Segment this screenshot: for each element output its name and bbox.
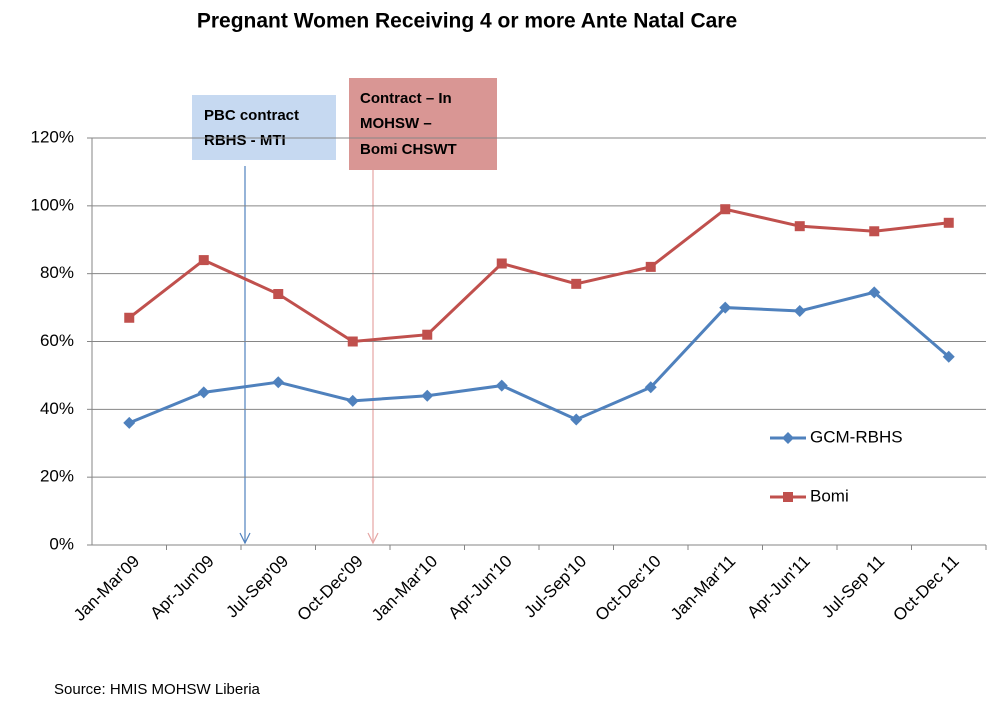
y-tick-label: 80% (40, 263, 74, 282)
x-tick-label: Jul-Sep'10 (520, 552, 590, 622)
annotation-text: RBHS - MTI (204, 132, 286, 149)
x-tick-label: Apr-Jun'10 (445, 552, 516, 623)
point (571, 278, 582, 289)
arrow-head (239, 532, 251, 545)
annotation-text: PBC contract (204, 107, 299, 124)
point (793, 304, 806, 317)
point (720, 204, 731, 215)
y-tick-label: 40% (40, 399, 74, 418)
point (943, 217, 954, 228)
annotation-1: PBC contract RBHS - MTI (192, 95, 336, 545)
legend-label: Bomi (810, 486, 849, 505)
point (570, 413, 583, 426)
point (421, 389, 434, 402)
point (495, 379, 508, 392)
point (272, 376, 285, 389)
annotation-text: Contract – In (360, 90, 452, 107)
x-tick-label: Apr-Jun'11 (743, 552, 813, 622)
x-tick-label: Jan-Mar'10 (368, 552, 441, 625)
y-tick-label: 120% (31, 127, 74, 146)
point (794, 221, 805, 232)
point (645, 261, 656, 272)
annotation-text: MOHSW – (360, 115, 432, 132)
arrow-head (367, 532, 379, 545)
x-tick-label: Jul-Sep'09 (222, 552, 292, 622)
point (347, 336, 358, 347)
point (123, 416, 136, 429)
source-note: Source: HMIS MOHSW Liberia (54, 681, 261, 698)
series-line (128, 290, 950, 425)
annotation-box (349, 78, 497, 170)
x-tick-label: Jan-Mar'11 (667, 552, 739, 624)
x-tick-label: Apr-Jun'09 (147, 552, 218, 623)
point (719, 301, 732, 314)
x-tick-label: Jan-Mar'09 (70, 552, 143, 625)
grid (92, 137, 986, 546)
point (422, 329, 433, 340)
y-tick-label: 100% (31, 195, 74, 214)
y-tick-label: 0% (49, 534, 74, 553)
y-tick-label: 60% (40, 331, 74, 350)
point (783, 492, 793, 502)
point (124, 312, 135, 323)
x-tick-label: Oct-Dec'09 (294, 552, 367, 625)
annotation-2: Contract – In MOHSW – Bomi CHSWT (349, 78, 497, 545)
x-tick-label: Oct-Dec'10 (592, 552, 665, 625)
point (868, 286, 881, 299)
point (869, 226, 880, 237)
point (198, 255, 209, 266)
point (644, 381, 657, 394)
point (197, 386, 210, 399)
point (942, 350, 955, 363)
y-tick-label: 20% (40, 467, 74, 486)
point (273, 289, 284, 300)
x-tick-label: Oct-Dec 11 (889, 552, 962, 625)
point (496, 258, 507, 269)
x-tick-label: Jul-Sep 11 (818, 552, 888, 622)
series-line (128, 207, 949, 344)
annotation-text: Bomi CHSWT (360, 141, 457, 158)
point (346, 394, 359, 407)
legend-label: GCM-RBHS (810, 427, 903, 446)
chart-title: Pregnant Women Receiving 4 or more Ante … (197, 10, 737, 33)
point (782, 432, 794, 444)
annotation-box (192, 95, 336, 160)
